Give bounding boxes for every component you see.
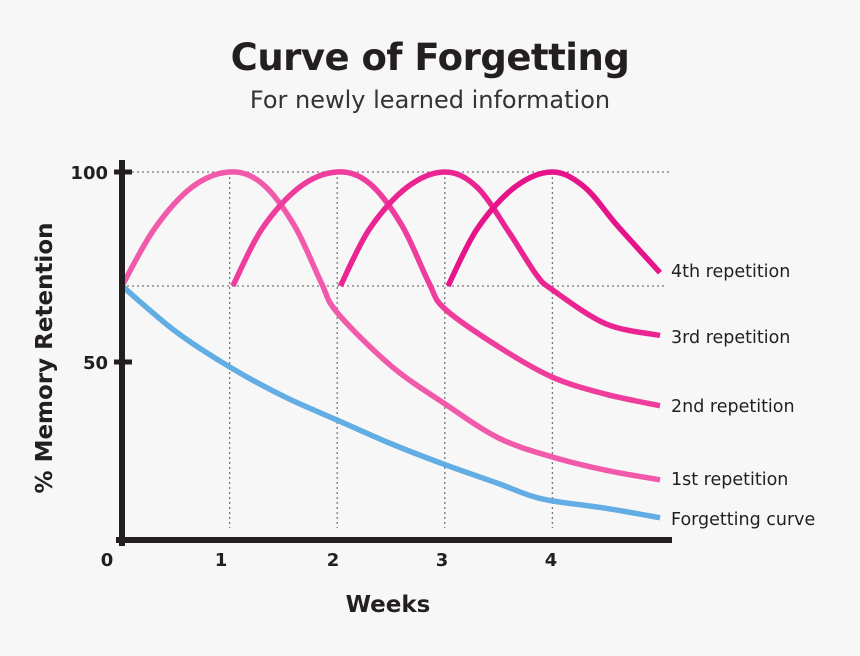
y-tick-label-50: 50 — [83, 353, 108, 374]
series-label-1st-repetition: 1st repetition — [671, 470, 788, 490]
series-label-3rd-repetition: 3rd repetition — [671, 328, 790, 348]
chart-subtitle: For newly learned information — [249, 86, 611, 114]
x-tick-label-3: 3 — [436, 550, 449, 571]
series-label-forgetting-curve: Forgetting curve — [671, 510, 815, 530]
x-tick-label-2: 2 — [327, 550, 340, 571]
x-tick-label-1: 1 — [215, 550, 228, 571]
y-tick-label-100: 100 — [70, 163, 108, 184]
x-axis-label: Weeks — [346, 592, 431, 618]
x-tick-label-0: 0 — [101, 550, 114, 571]
chart-title: Curve of Forgetting — [230, 36, 630, 79]
series-line-forgetting-curve — [120, 283, 661, 521]
series-line-1st-repetition — [119, 169, 661, 483]
series-line-2nd-repetition — [230, 169, 661, 409]
y-axis-label: % Memory Retention — [32, 223, 58, 494]
series-label-2nd-repetition: 2nd repetition — [671, 397, 795, 417]
x-tick-label-4: 4 — [545, 550, 558, 571]
series-line-4th-repetition — [445, 169, 663, 288]
series-label-4th-repetition: 4th repetition — [671, 262, 790, 282]
